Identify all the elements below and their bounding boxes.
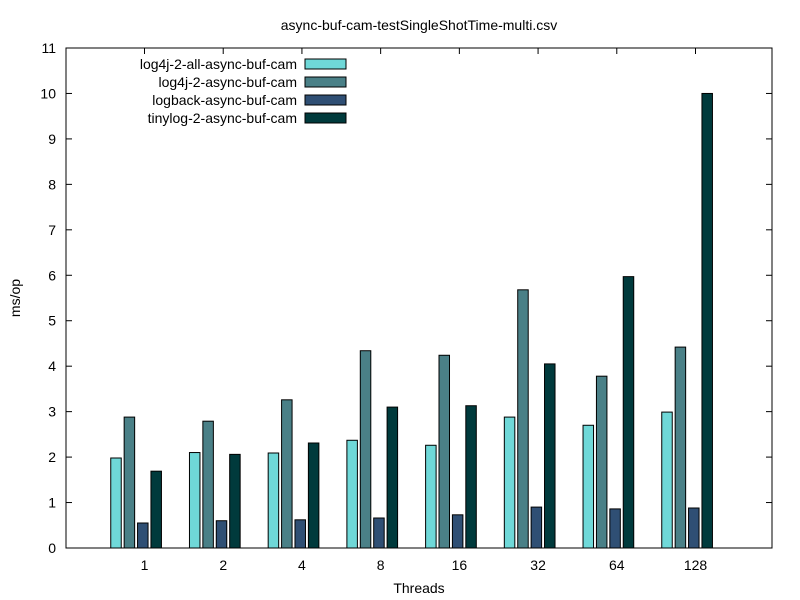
y-tick-label: 3	[48, 404, 56, 420]
y-tick-label: 5	[48, 313, 56, 329]
bar	[503, 416, 516, 549]
bar	[294, 519, 306, 549]
bar	[595, 375, 608, 549]
x-axis-label: Threads	[393, 580, 444, 596]
bar	[359, 350, 372, 549]
y-tick-label: 1	[48, 495, 56, 511]
bar	[438, 354, 451, 549]
legend-swatch	[304, 58, 347, 70]
bar	[701, 92, 713, 549]
x-tick-label: 2	[219, 557, 227, 573]
x-tick-label: 4	[298, 557, 306, 573]
y-tick-label: 8	[48, 176, 56, 192]
bar	[622, 276, 635, 549]
y-tick-label: 9	[48, 131, 56, 147]
y-tick-label: 4	[48, 358, 56, 374]
bars	[110, 92, 713, 549]
x-axis: 1 2 4 8 16 32 64 128	[141, 48, 708, 573]
bar	[281, 399, 293, 549]
legend-swatch	[304, 76, 347, 88]
y-tick-label: 11	[41, 40, 56, 56]
legend-label: tinylog-2-async-buf-cam	[148, 110, 297, 126]
x-tick-label: 32	[530, 557, 546, 573]
bar	[123, 416, 136, 549]
y-tick-label: 7	[48, 222, 56, 238]
legend-label: logback-async-buf-cam	[152, 92, 297, 108]
x-tick-label: 128	[684, 557, 708, 573]
bar	[215, 520, 228, 549]
bar	[202, 420, 214, 549]
bar	[688, 507, 700, 549]
x-tick-label: 16	[452, 557, 468, 573]
legend-swatch	[304, 94, 347, 106]
bar	[609, 508, 621, 549]
y-tick-label: 6	[48, 267, 56, 283]
legend: log4j-2-all-async-buf-cam log4j-2-async-b…	[140, 56, 347, 126]
y-tick-label: 10	[40, 85, 56, 101]
bar	[229, 453, 241, 549]
bar	[137, 522, 149, 549]
bar	[110, 457, 122, 549]
y-axis: 0 1 2 3 4 5 6 7 8 9 10 11	[40, 40, 772, 556]
bar	[425, 444, 437, 549]
bar	[373, 517, 385, 549]
bar	[307, 442, 320, 549]
legend-swatch	[304, 112, 347, 124]
plot-frame	[65, 47, 773, 549]
bar	[465, 405, 477, 549]
bar	[530, 506, 543, 549]
bar	[267, 452, 280, 549]
bar	[451, 514, 464, 549]
x-tick-label: 8	[377, 557, 385, 573]
bar	[582, 424, 595, 549]
bar	[386, 406, 399, 549]
bar	[544, 363, 556, 549]
y-tick-label: 0	[48, 540, 56, 556]
bar	[188, 452, 201, 549]
bar	[674, 346, 687, 549]
bar	[517, 289, 529, 549]
x-tick-label: 1	[141, 557, 149, 573]
legend-label: log4j-2-all-async-buf-cam	[140, 56, 297, 72]
bar	[150, 470, 162, 549]
bar	[661, 411, 673, 549]
x-tick-label: 64	[609, 557, 625, 573]
chart-title: async-buf-cam-testSingleShotTime-multi.c…	[281, 17, 557, 33]
bar	[346, 439, 358, 549]
legend-label: log4j-2-async-buf-cam	[159, 74, 298, 90]
y-tick-label: 2	[48, 449, 56, 465]
y-axis-label: ms/op	[7, 279, 23, 317]
